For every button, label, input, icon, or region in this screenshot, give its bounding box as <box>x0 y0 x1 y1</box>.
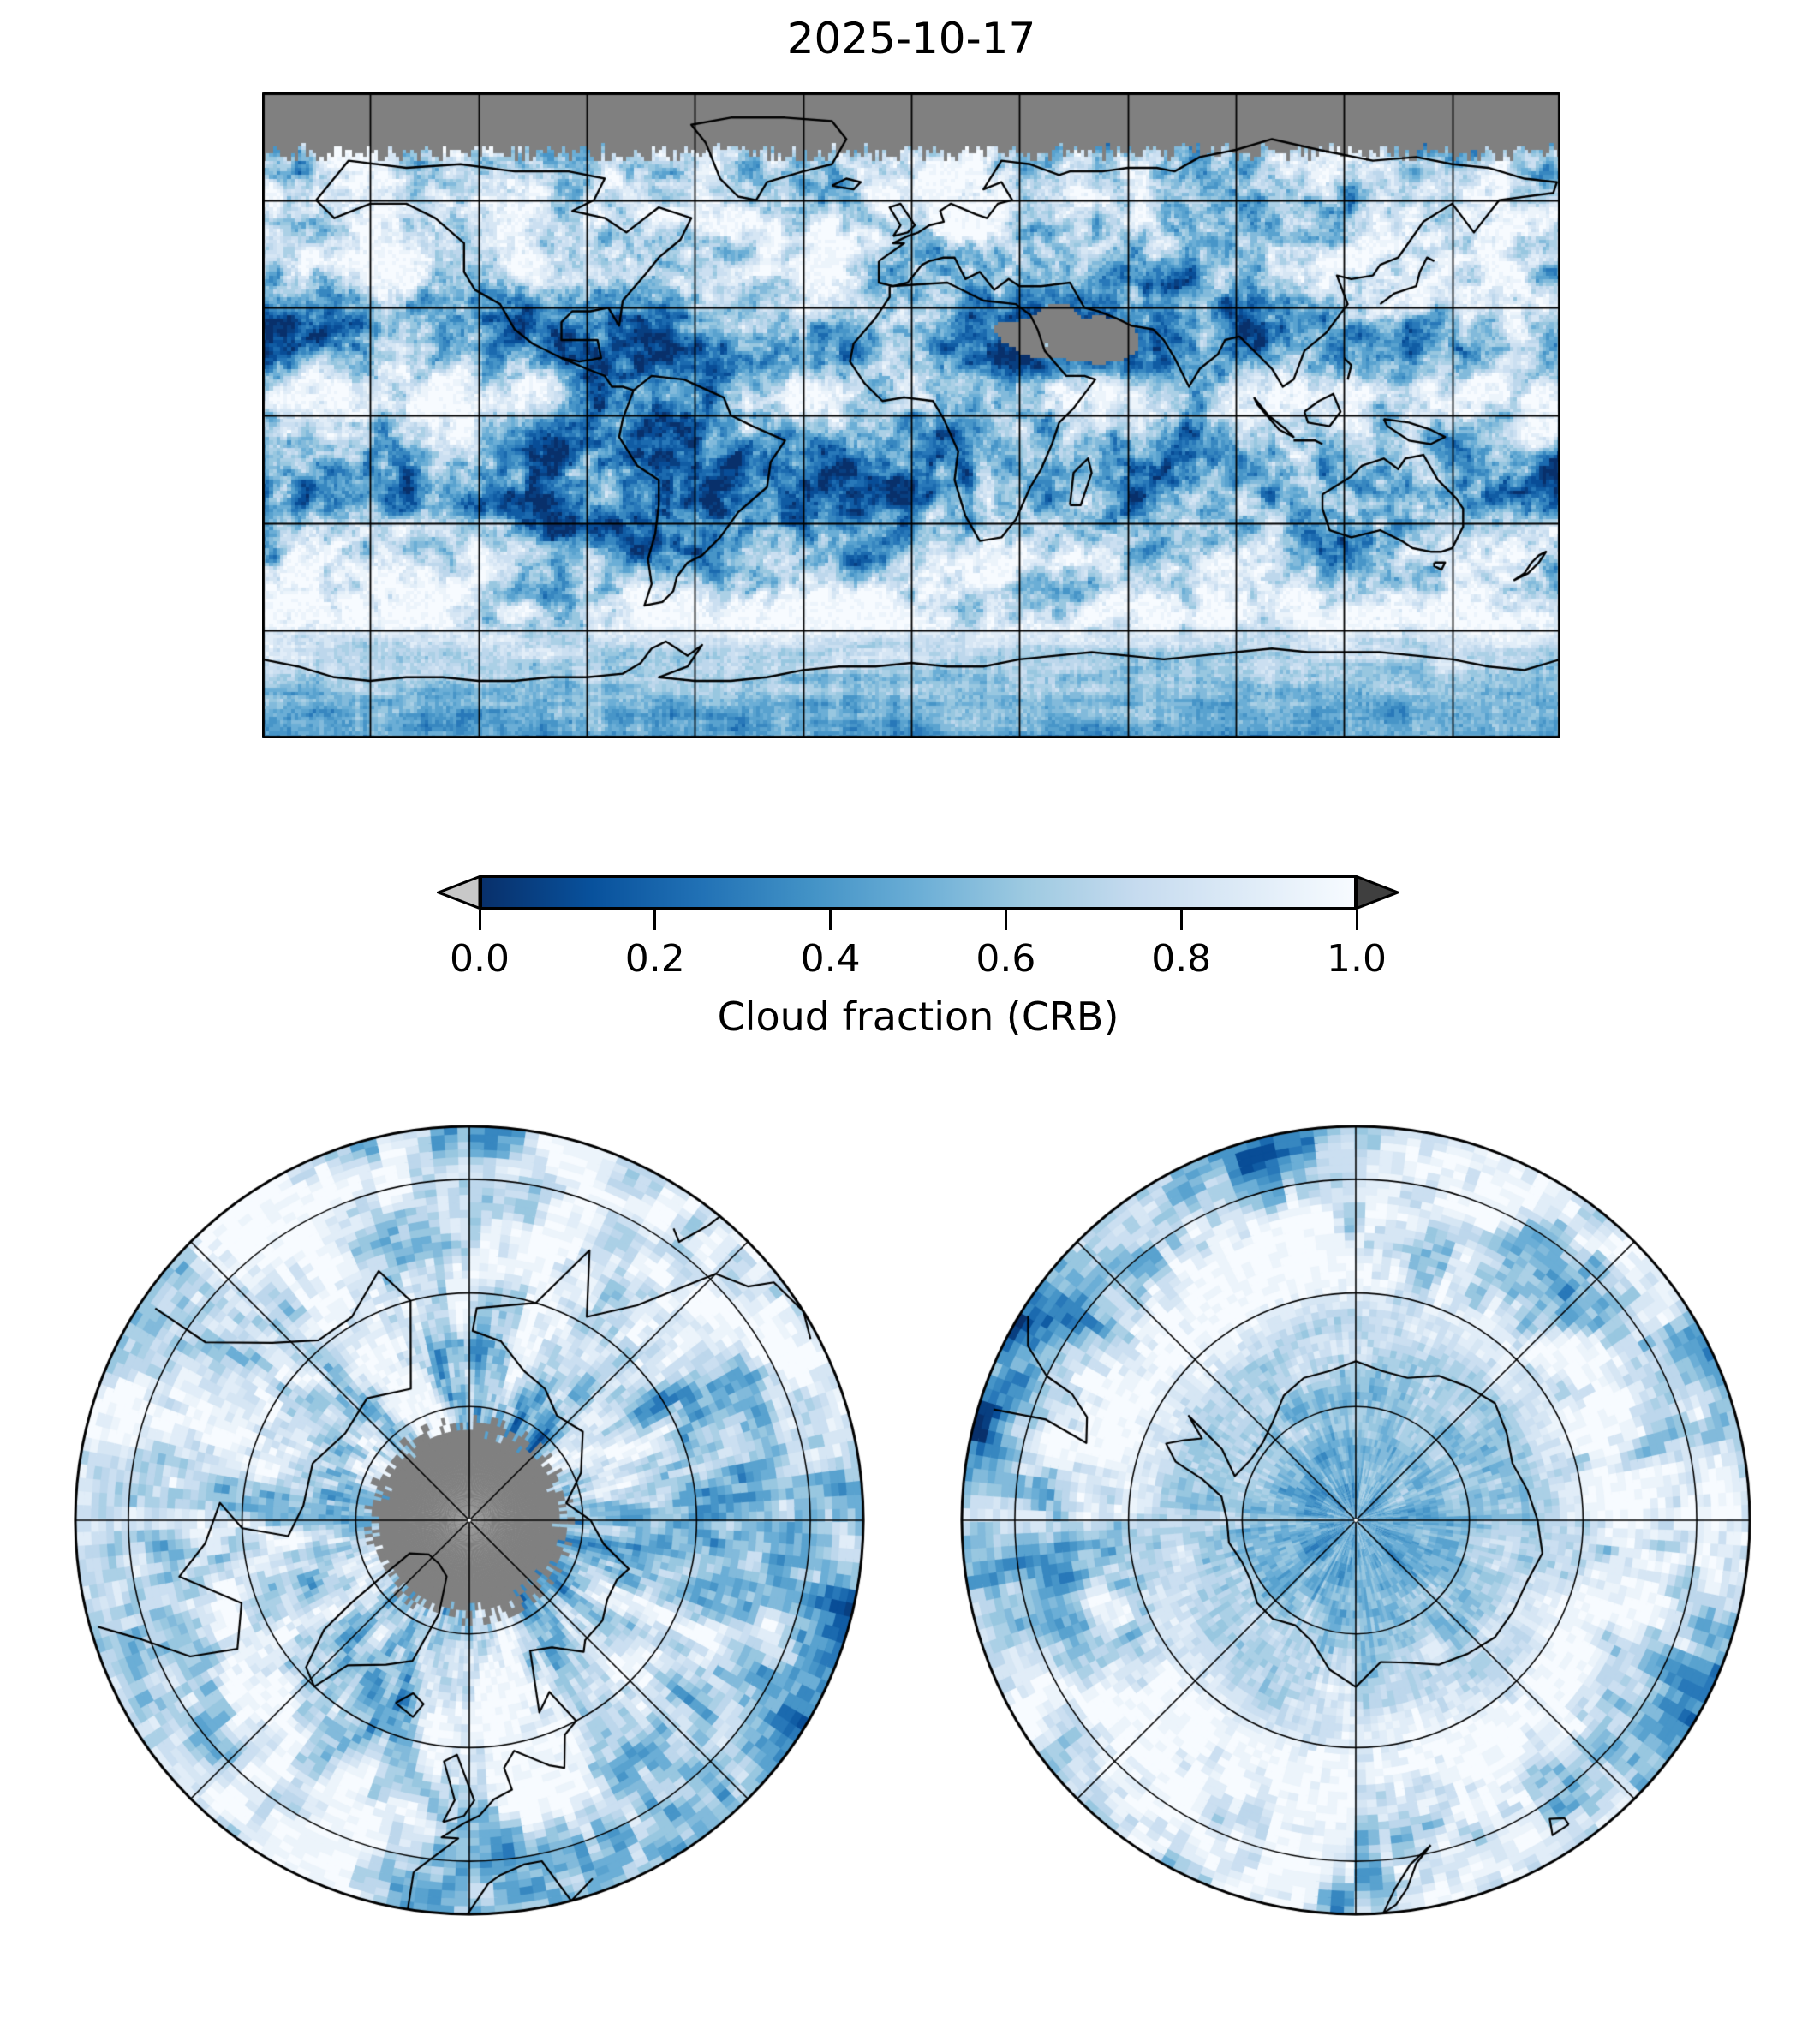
colorbar-tick-label: 0.2 <box>624 937 685 981</box>
colorbar-tick-mark <box>653 910 657 930</box>
colorbar-tick-mark <box>478 910 481 930</box>
global-cloud-map-canvas <box>262 92 1560 738</box>
arctic-polar-map-canvas <box>74 1125 865 1916</box>
colorbar-tick-mark <box>1355 910 1358 930</box>
colorbar-tick-mark <box>1004 910 1007 930</box>
colorbar-tick-label: 1.0 <box>1327 937 1387 981</box>
colorbar-tick-mark <box>829 910 832 930</box>
colorbar-under-arrow <box>437 875 480 910</box>
figure-title: 2025-10-17 <box>786 14 1036 63</box>
colorbar-tick-label: 0.6 <box>976 937 1036 981</box>
colorbar-tick-label: 0.8 <box>1151 937 1212 981</box>
colorbar-label: Cloud fraction (CRB) <box>717 994 1119 1040</box>
colorbar-ticks: 0.0 0.2 0.4 0.6 0.8 1.0 <box>450 910 1387 1012</box>
colorbar-gradient-bar <box>480 875 1357 910</box>
colorbar-tick-mark <box>1179 910 1183 930</box>
antarctic-polar-map-canvas <box>960 1125 1751 1916</box>
colorbar-tick-label: 0.4 <box>800 937 861 981</box>
colorbar-over-arrow <box>1357 875 1399 910</box>
colorbar-tick-label: 0.0 <box>450 937 510 981</box>
